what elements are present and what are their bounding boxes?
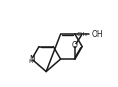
Bar — [30, 58, 34, 60]
Text: OH: OH — [91, 30, 103, 39]
Text: O: O — [72, 41, 78, 50]
Text: CH₃: CH₃ — [77, 32, 88, 37]
Text: N: N — [29, 55, 35, 64]
Text: H: H — [28, 59, 33, 64]
Bar — [74, 44, 76, 46]
